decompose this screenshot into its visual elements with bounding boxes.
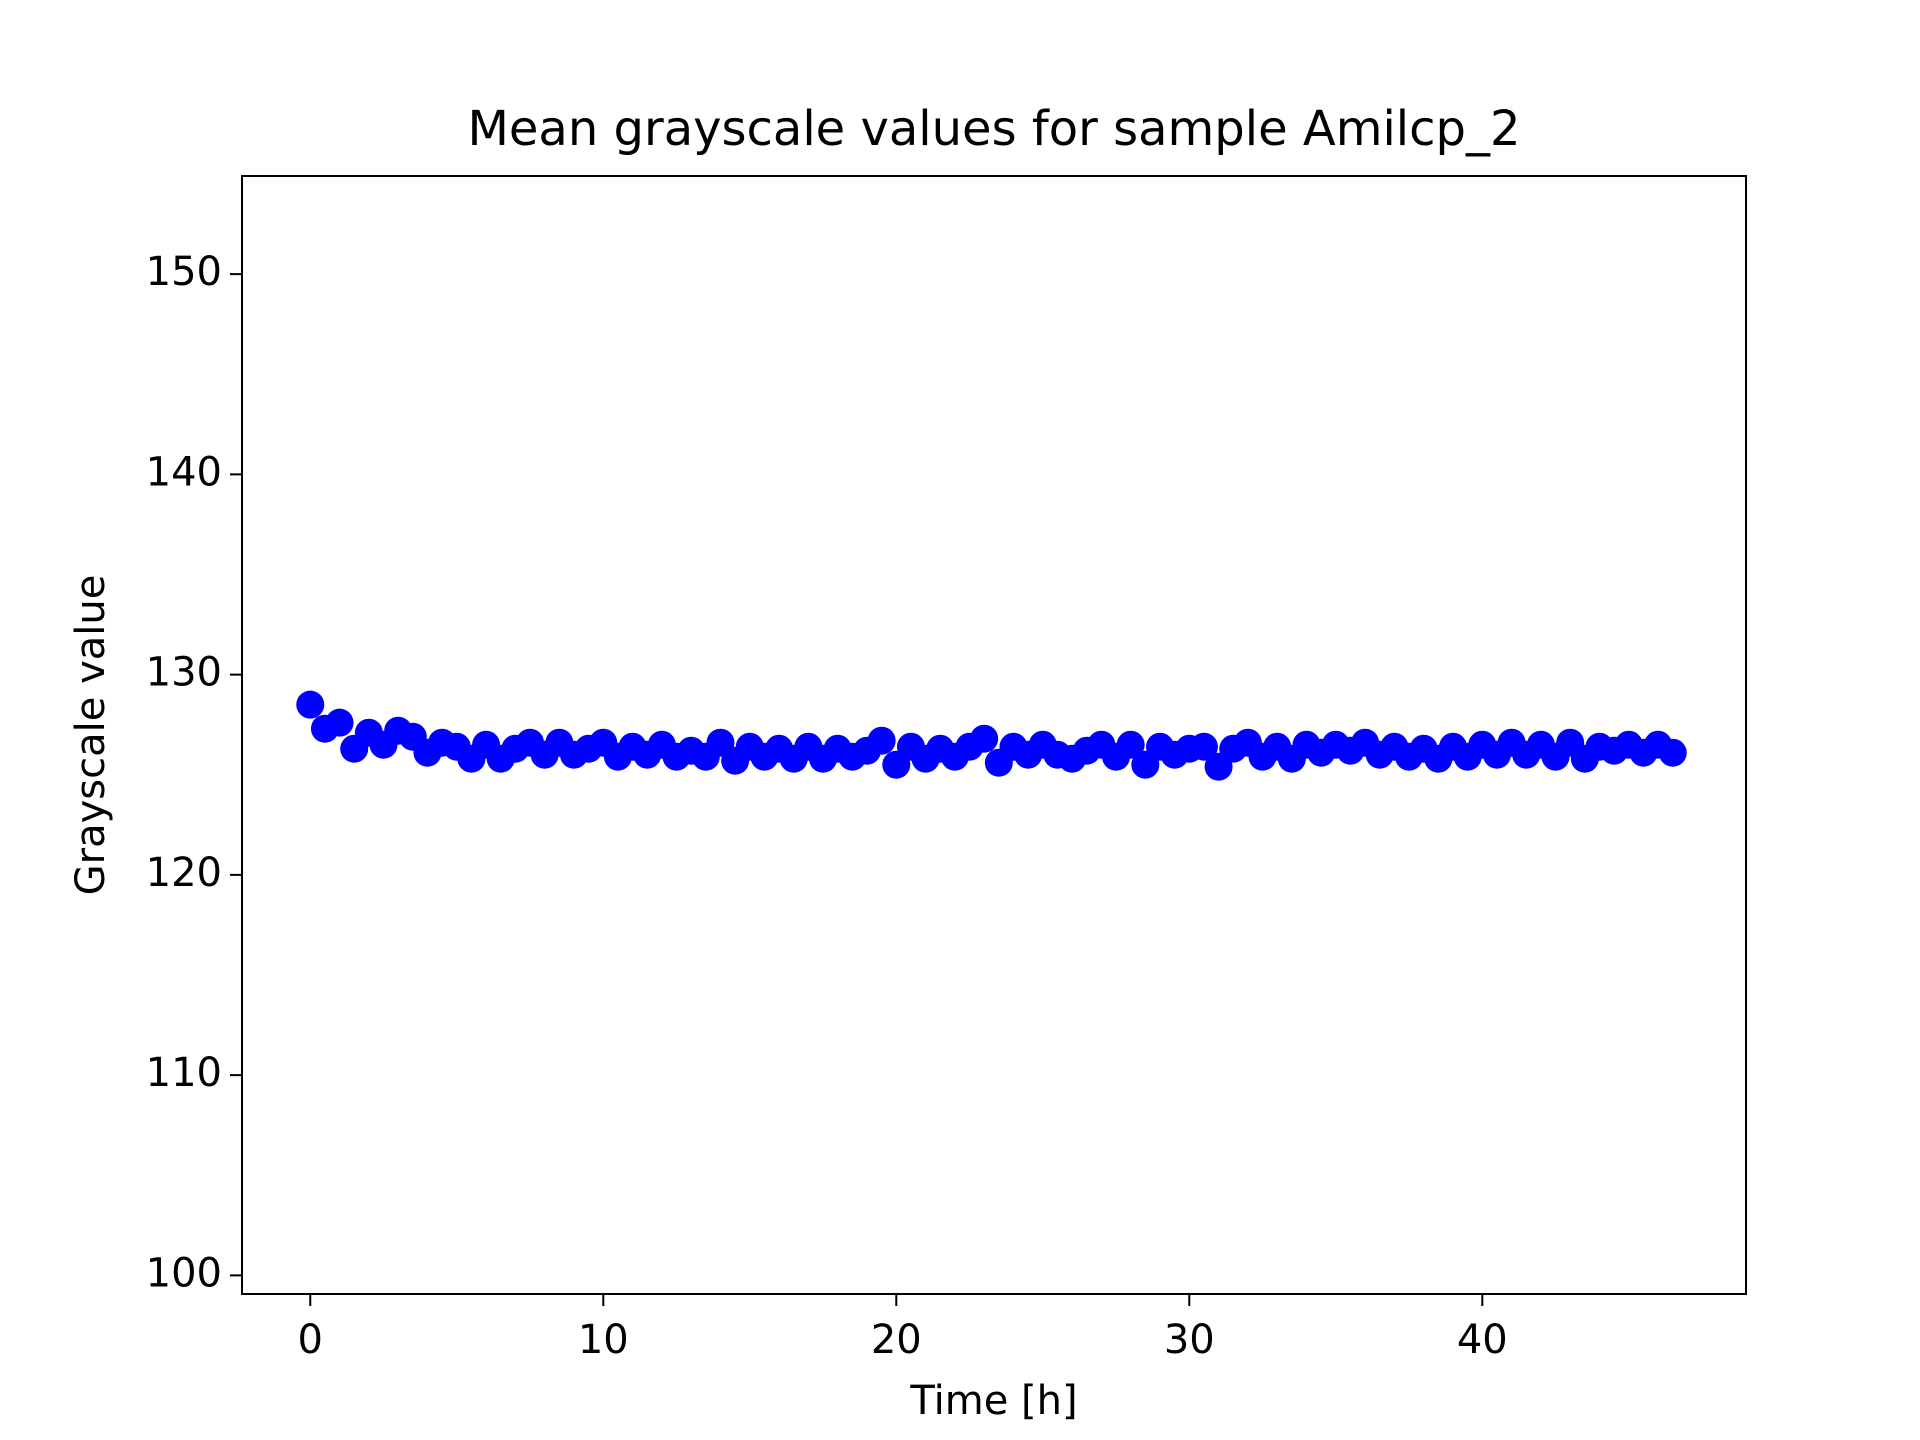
x-tick-label: 20 [871, 1317, 922, 1363]
x-axis-label: Time [h] [909, 1378, 1077, 1424]
y-tick-label: 140 [146, 449, 222, 495]
data-point [1116, 730, 1145, 759]
x-tick-label: 0 [298, 1317, 323, 1363]
data-point [1658, 738, 1687, 767]
data-point [867, 726, 896, 755]
data-point [325, 708, 354, 737]
chart-title: Mean grayscale values for sample Amilcp_… [467, 101, 1520, 157]
x-tick-label: 40 [1457, 1317, 1508, 1363]
y-axis-label: Grayscale value [68, 575, 114, 896]
data-point [296, 690, 325, 719]
x-tick-label: 30 [1164, 1317, 1215, 1363]
y-tick-label: 150 [146, 249, 222, 295]
y-tick-label: 120 [146, 850, 222, 896]
data-point [1189, 732, 1218, 761]
y-tick-label: 100 [146, 1250, 222, 1296]
plot-frame [241, 175, 1747, 1295]
x-tick-label: 10 [578, 1317, 629, 1363]
data-point [970, 724, 999, 753]
y-tick-label: 130 [146, 650, 222, 696]
y-tick-label: 110 [146, 1050, 222, 1096]
